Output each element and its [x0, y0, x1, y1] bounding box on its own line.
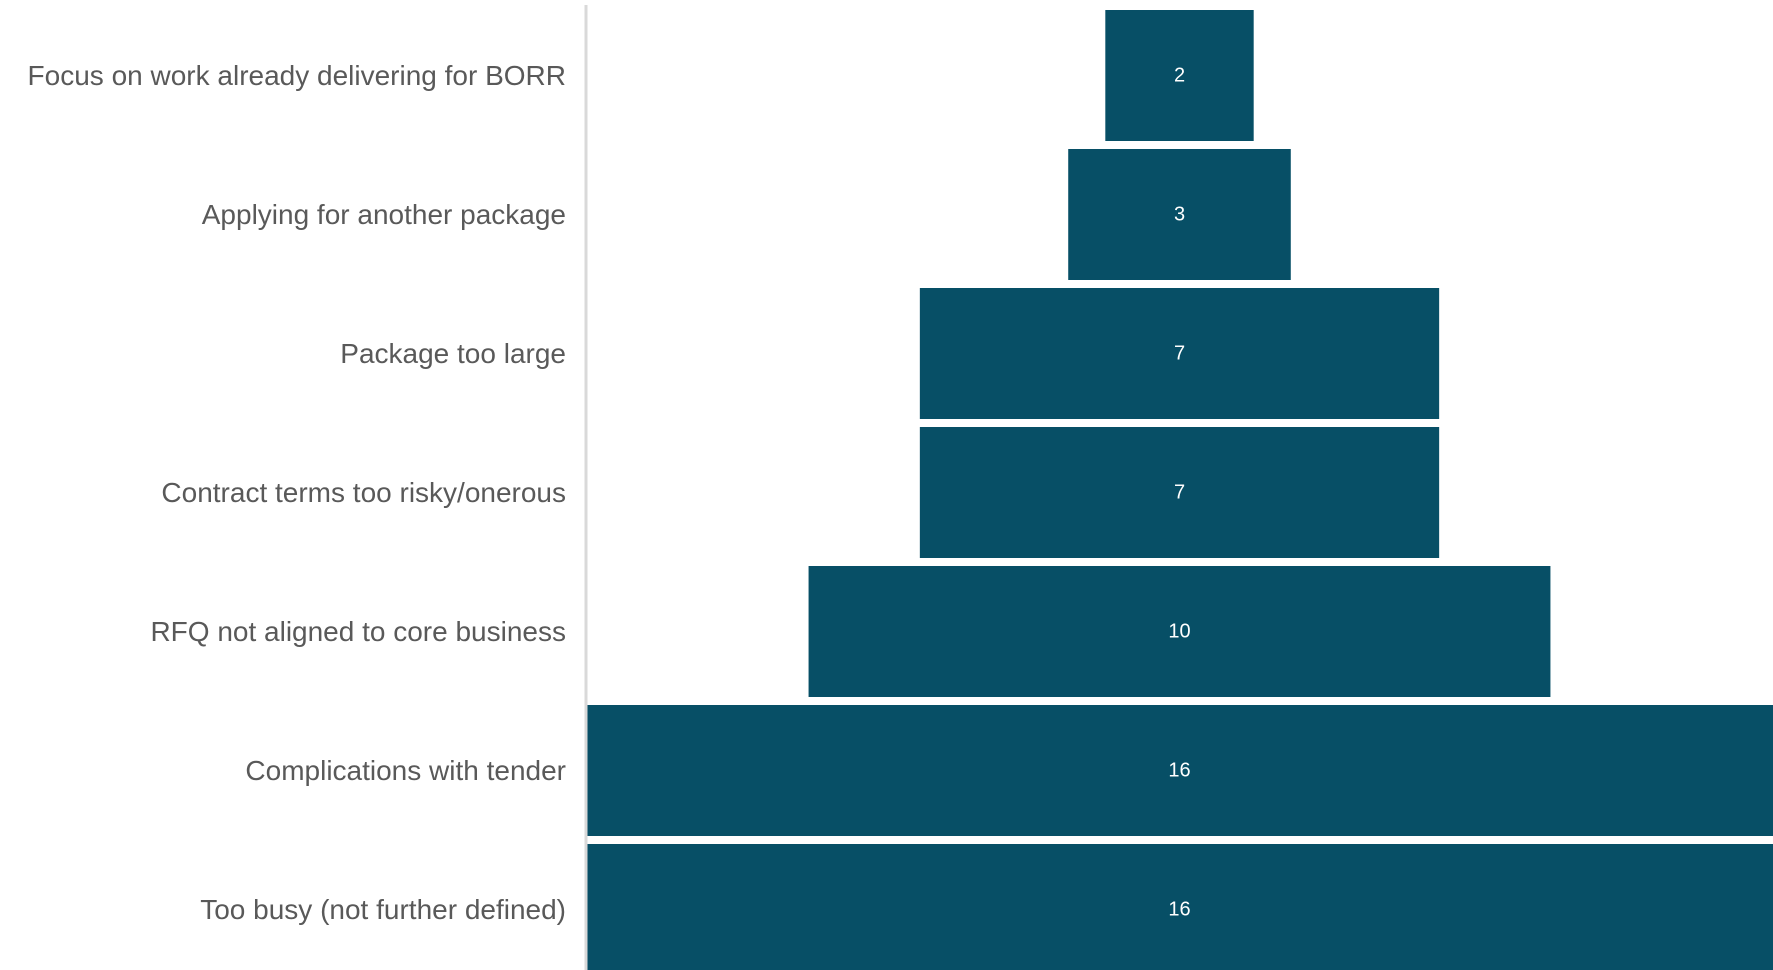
category-label-5: Complications with tender	[245, 755, 566, 786]
data-label-0: 2	[1174, 65, 1185, 87]
category-label-4: RFQ not aligned to core business	[150, 616, 566, 647]
data-label-3: 7	[1174, 482, 1185, 504]
value-labels-group: 2 3 7 7 10 16 16	[1168, 65, 1190, 921]
data-label-4: 10	[1168, 621, 1190, 643]
bar-0	[1105, 10, 1254, 141]
category-label-1: Applying for another package	[202, 199, 566, 230]
bars-group	[586, 10, 1773, 970]
bar-1	[1068, 149, 1291, 280]
bar-4	[808, 566, 1551, 697]
data-label-1: 3	[1174, 204, 1185, 226]
bar-5	[586, 705, 1773, 836]
category-label-6: Too busy (not further defined)	[200, 894, 566, 925]
data-label-5: 16	[1168, 760, 1190, 782]
category-label-0: Focus on work already delivering for BOR…	[28, 60, 566, 91]
data-label-6: 16	[1168, 899, 1190, 921]
bar-2	[919, 288, 1440, 419]
bar-6	[586, 844, 1773, 970]
category-labels-group: Focus on work already delivering for BOR…	[28, 60, 566, 925]
category-label-2: Package too large	[340, 338, 566, 369]
category-label-3: Contract terms too risky/onerous	[161, 477, 566, 508]
data-label-2: 7	[1174, 343, 1185, 365]
bar-3	[919, 427, 1440, 558]
